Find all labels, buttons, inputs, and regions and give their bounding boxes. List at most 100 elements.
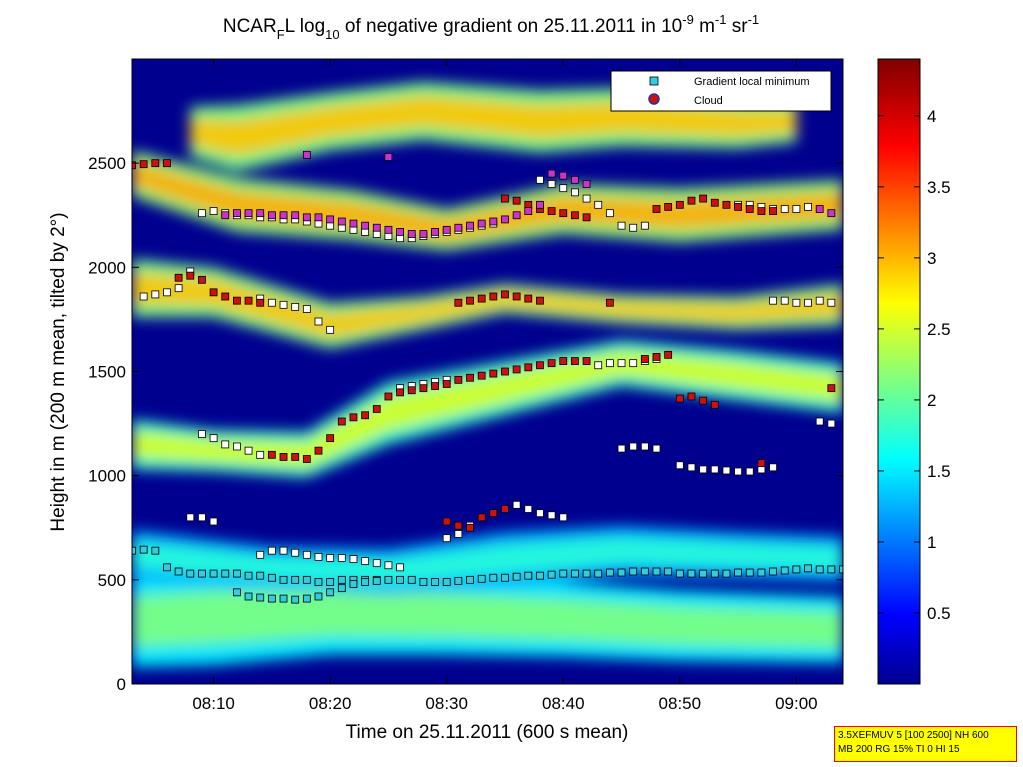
data-marker <box>571 357 579 365</box>
data-marker <box>302 213 311 222</box>
data-marker <box>501 194 509 203</box>
data-marker <box>501 215 509 224</box>
data-marker <box>629 567 638 576</box>
data-marker <box>536 200 544 209</box>
data-marker <box>652 353 661 361</box>
heatmap-band-0-core <box>132 590 843 649</box>
data-marker <box>466 523 474 532</box>
data-marker <box>477 513 486 522</box>
data-marker <box>536 509 544 518</box>
data-marker <box>233 569 241 578</box>
x-axis-label: Time on 25.11.2011 (600 s mean) <box>346 722 629 743</box>
data-marker <box>815 417 824 426</box>
data-marker <box>256 571 265 580</box>
data-marker <box>302 594 311 603</box>
data-marker <box>629 223 638 232</box>
data-marker <box>209 288 218 297</box>
data-marker <box>209 207 218 215</box>
data-marker <box>477 219 486 228</box>
data-marker <box>361 557 370 565</box>
data-marker <box>314 553 323 561</box>
data-marker <box>384 561 393 570</box>
data-marker <box>442 578 451 586</box>
x-tick-label: 08:20 <box>309 694 352 713</box>
y-tick-label: 1500 <box>88 363 126 382</box>
data-marker <box>326 325 335 334</box>
data-marker <box>256 550 265 559</box>
data-marker <box>640 567 649 576</box>
data-marker <box>349 580 358 588</box>
data-marker <box>454 223 463 232</box>
data-marker <box>244 446 253 455</box>
data-marker <box>512 292 521 301</box>
settings-annotation-box: 3.5XEFMUV 5 [100 2500] NH 600 MB 200 RG … <box>834 726 1017 762</box>
data-marker <box>407 230 416 238</box>
x-tick-label: 08:40 <box>542 694 585 713</box>
data-marker <box>536 571 544 580</box>
data-marker <box>372 405 381 413</box>
data-marker <box>361 221 370 230</box>
data-marker <box>769 567 777 576</box>
data-marker <box>337 575 346 584</box>
data-marker <box>337 417 346 426</box>
data-marker <box>547 207 556 215</box>
data-marker <box>559 357 568 365</box>
data-marker <box>326 588 335 597</box>
data-marker <box>524 207 533 215</box>
data-marker <box>524 363 533 372</box>
heatmap-band-3-core <box>132 272 843 339</box>
data-marker <box>244 209 253 218</box>
data-marker <box>571 569 579 578</box>
data-marker <box>815 205 824 213</box>
x-tick-label: 08:10 <box>192 694 235 713</box>
data-marker <box>314 592 323 601</box>
data-marker <box>139 292 148 301</box>
data-marker <box>326 215 335 224</box>
data-marker <box>209 569 218 578</box>
data-marker <box>780 566 789 575</box>
marker-series <box>132 150 843 604</box>
data-marker <box>559 171 568 180</box>
data-marker <box>314 317 323 326</box>
data-marker <box>244 296 253 305</box>
data-marker <box>302 550 311 559</box>
data-marker <box>617 221 626 230</box>
data-marker <box>337 584 346 593</box>
data-marker <box>221 440 230 449</box>
data-marker <box>605 209 614 218</box>
x-axis: 08:10 08:20 08:30 08:40 08:50 09:00 <box>192 59 818 713</box>
data-marker <box>605 359 614 368</box>
data-marker <box>186 569 195 578</box>
data-marker <box>524 571 533 580</box>
data-marker <box>326 434 335 443</box>
data-marker <box>256 593 265 602</box>
data-marker <box>512 500 521 509</box>
data-marker <box>675 569 684 578</box>
data-marker <box>372 559 381 568</box>
data-marker <box>384 392 393 401</box>
data-marker <box>477 371 486 380</box>
data-marker <box>233 442 241 451</box>
data-marker <box>734 568 742 577</box>
data-marker <box>687 463 696 472</box>
data-marker <box>512 211 521 220</box>
data-marker <box>361 411 370 420</box>
data-marker <box>396 575 404 584</box>
colorbar-tick-label: 1.5 <box>927 462 951 481</box>
data-marker <box>675 461 684 470</box>
data-marker <box>664 203 673 211</box>
data-marker <box>559 184 568 193</box>
data-marker <box>314 213 323 222</box>
data-marker <box>536 361 544 370</box>
data-marker <box>466 575 474 584</box>
data-marker <box>442 225 451 234</box>
data-marker <box>489 217 498 226</box>
data-marker <box>244 571 253 580</box>
data-marker <box>687 196 696 205</box>
data-marker <box>151 546 160 555</box>
data-marker <box>675 394 684 403</box>
data-marker <box>571 175 579 184</box>
data-marker <box>757 207 766 215</box>
y-tick-label: 1000 <box>88 467 126 486</box>
data-marker <box>291 548 300 557</box>
